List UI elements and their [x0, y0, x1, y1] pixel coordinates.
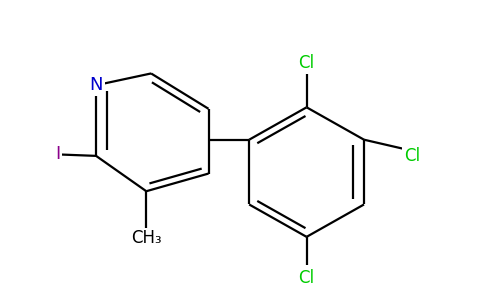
Text: I: I [55, 146, 60, 164]
Text: CH₃: CH₃ [131, 229, 162, 247]
Text: Cl: Cl [299, 54, 315, 72]
Text: N: N [90, 76, 103, 94]
Text: Cl: Cl [404, 147, 420, 165]
Text: Cl: Cl [299, 269, 315, 287]
